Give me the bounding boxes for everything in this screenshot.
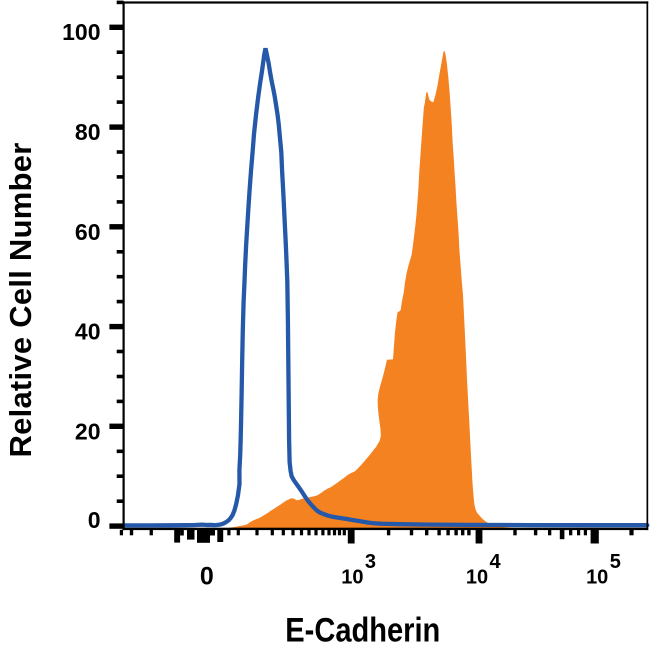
svg-text:0: 0 xyxy=(200,562,214,590)
svg-text:E-Cadherin: E-Cadherin xyxy=(285,612,440,650)
svg-text:5: 5 xyxy=(610,551,621,573)
svg-text:40: 40 xyxy=(75,319,101,345)
svg-text:100: 100 xyxy=(62,19,100,45)
svg-text:80: 80 xyxy=(75,119,101,145)
svg-text:20: 20 xyxy=(75,418,101,444)
svg-text:4: 4 xyxy=(490,551,502,573)
svg-text:0: 0 xyxy=(88,507,101,533)
svg-text:3: 3 xyxy=(365,551,376,573)
svg-text:Relative Cell Number: Relative Cell Number xyxy=(3,142,38,457)
svg-text:60: 60 xyxy=(75,219,101,245)
svg-text:10: 10 xyxy=(586,567,608,589)
svg-text:10: 10 xyxy=(466,567,488,589)
svg-text:10: 10 xyxy=(341,567,363,589)
